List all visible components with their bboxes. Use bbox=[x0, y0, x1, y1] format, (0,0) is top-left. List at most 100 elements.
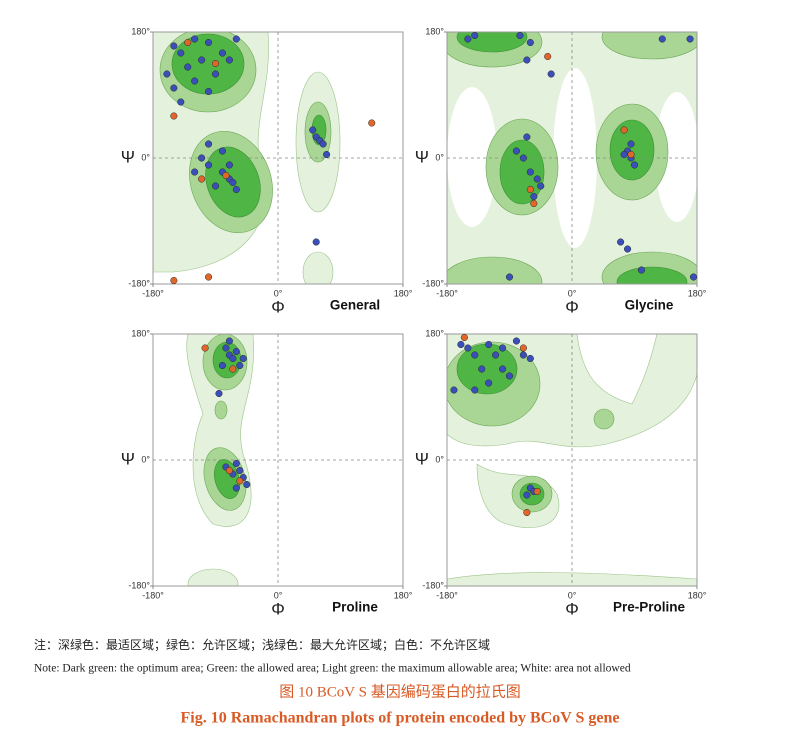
point bbox=[523, 508, 531, 517]
point bbox=[533, 175, 541, 183]
point bbox=[457, 340, 465, 349]
point bbox=[211, 59, 220, 68]
point bbox=[225, 466, 233, 475]
point bbox=[499, 365, 507, 373]
point bbox=[505, 372, 514, 380]
y-tick-label: -180° bbox=[128, 278, 150, 288]
note-zh: 注：深绿色：最适区域；绿色：允许区域；浅绿色：最大允许区域；白色：不允许区域 bbox=[34, 637, 490, 652]
point bbox=[368, 119, 376, 127]
point bbox=[232, 185, 240, 194]
point bbox=[225, 337, 233, 345]
point bbox=[198, 175, 206, 183]
point bbox=[170, 84, 178, 92]
y-tick-label: 0° bbox=[435, 152, 444, 162]
point bbox=[177, 98, 185, 106]
point bbox=[229, 178, 237, 187]
point bbox=[526, 168, 534, 176]
point bbox=[184, 38, 192, 47]
x-axis-label: Φ bbox=[271, 599, 285, 618]
point bbox=[471, 31, 479, 40]
y-tick-label: -180° bbox=[422, 580, 444, 590]
point bbox=[526, 354, 534, 363]
point bbox=[505, 273, 514, 281]
point bbox=[537, 182, 545, 190]
point bbox=[163, 70, 171, 78]
point bbox=[229, 365, 237, 373]
point bbox=[526, 38, 534, 47]
x-tick-label: 180° bbox=[688, 288, 707, 298]
point bbox=[516, 31, 524, 40]
x-tick-label: 0° bbox=[274, 288, 283, 298]
point bbox=[499, 344, 507, 352]
point bbox=[312, 238, 320, 246]
x-tick-label: 0° bbox=[274, 590, 283, 600]
point bbox=[460, 333, 468, 342]
x-tick-label: 0° bbox=[568, 288, 577, 298]
y-tick-label: 180° bbox=[425, 26, 444, 36]
point bbox=[544, 52, 552, 61]
point bbox=[232, 484, 240, 492]
x-tick-label: -180° bbox=[436, 590, 458, 600]
y-axis-label: Ψ bbox=[415, 449, 429, 468]
x-tick-label: 0° bbox=[568, 590, 577, 600]
chart-title: General bbox=[330, 298, 380, 313]
point bbox=[170, 42, 178, 50]
chart-title: Glycine bbox=[625, 298, 674, 313]
x-axis-label: Φ bbox=[565, 599, 579, 618]
plots: -180° 0° 180° -180° 0° 180° Ψ Φ General -180° 0° 18… bbox=[121, 26, 707, 618]
point bbox=[225, 161, 233, 169]
point bbox=[211, 182, 220, 190]
point bbox=[236, 466, 244, 475]
point bbox=[319, 140, 327, 148]
point bbox=[523, 133, 531, 141]
x-tick-label: 180° bbox=[394, 590, 413, 600]
point bbox=[464, 344, 472, 352]
y-tick-label: 180° bbox=[131, 26, 150, 36]
point bbox=[218, 147, 226, 155]
point bbox=[627, 150, 635, 159]
caption-zh: 图 10 BCoV S 基因编码蛋白的拉氏图 bbox=[279, 683, 520, 700]
point bbox=[232, 35, 240, 43]
regions bbox=[153, 32, 341, 284]
point bbox=[177, 49, 185, 57]
point bbox=[222, 344, 230, 352]
point bbox=[512, 147, 520, 155]
point bbox=[686, 35, 694, 43]
y-tick-label: 180° bbox=[425, 328, 444, 338]
point bbox=[627, 140, 635, 148]
x-axis-label: Φ bbox=[565, 297, 579, 316]
point bbox=[198, 56, 206, 64]
y-tick-label: 180° bbox=[131, 328, 150, 338]
point bbox=[218, 49, 226, 57]
x-tick-label: -180° bbox=[436, 288, 458, 298]
y-tick-label: 0° bbox=[141, 152, 150, 162]
point bbox=[658, 35, 666, 43]
point bbox=[620, 150, 628, 159]
point bbox=[485, 340, 493, 349]
point bbox=[191, 77, 199, 85]
x-tick-label: 180° bbox=[394, 288, 413, 298]
point bbox=[637, 266, 645, 274]
point bbox=[620, 126, 628, 134]
point bbox=[323, 150, 331, 159]
point bbox=[205, 161, 213, 169]
point bbox=[229, 354, 237, 363]
point bbox=[485, 379, 493, 387]
y-axis-label: Ψ bbox=[121, 147, 135, 166]
point bbox=[215, 389, 223, 398]
point bbox=[512, 337, 520, 345]
point bbox=[478, 365, 486, 373]
y-axis-label: Ψ bbox=[415, 147, 429, 166]
point bbox=[519, 351, 527, 359]
point bbox=[533, 487, 541, 496]
note-en: Note: Dark green: the optimum area; Gree… bbox=[34, 663, 631, 675]
point bbox=[471, 386, 479, 394]
chart-title: Pre-Proline bbox=[613, 600, 686, 615]
x-axis-label: Φ bbox=[271, 297, 285, 316]
point bbox=[530, 199, 538, 208]
y-tick-label: -180° bbox=[128, 580, 150, 590]
point bbox=[205, 140, 213, 148]
point bbox=[492, 351, 500, 359]
point bbox=[523, 491, 531, 499]
point bbox=[239, 354, 247, 363]
